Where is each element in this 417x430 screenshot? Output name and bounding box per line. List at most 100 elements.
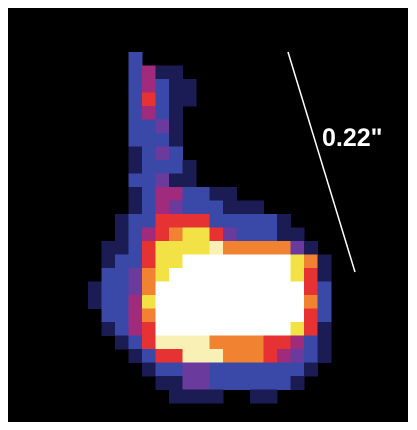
pixel	[169, 363, 183, 377]
pixel	[210, 214, 224, 228]
pixel	[318, 255, 332, 269]
pixel	[169, 336, 183, 350]
pixel	[291, 336, 305, 350]
pixel	[102, 268, 116, 282]
pixel	[250, 336, 264, 350]
pixel	[183, 160, 197, 174]
pixel	[169, 120, 183, 134]
pixel	[102, 282, 116, 296]
pixel	[264, 295, 278, 309]
pixel	[237, 228, 251, 242]
pixel	[169, 147, 183, 161]
pixel	[210, 255, 224, 269]
pixel	[115, 322, 129, 336]
pixel	[169, 390, 183, 404]
pixel	[264, 282, 278, 296]
pixel	[196, 187, 210, 201]
pixel	[129, 160, 143, 174]
pixel	[156, 201, 170, 215]
pixel	[250, 228, 264, 242]
pixel	[156, 282, 170, 296]
pixel	[264, 214, 278, 228]
pixel	[291, 309, 305, 323]
pixel	[223, 349, 237, 363]
pixel	[183, 228, 197, 242]
pixel	[142, 174, 156, 188]
pixel	[277, 349, 291, 363]
pixel	[183, 309, 197, 323]
pixel	[291, 363, 305, 377]
pixel	[183, 390, 197, 404]
pixel	[250, 390, 264, 404]
pixel	[264, 363, 278, 377]
pixel	[277, 295, 291, 309]
pixel	[210, 187, 224, 201]
pixel	[142, 187, 156, 201]
pixel	[156, 228, 170, 242]
pixel	[169, 79, 183, 93]
pixel	[129, 66, 143, 80]
pixel	[156, 376, 170, 390]
pixel	[88, 282, 102, 296]
pixel	[183, 363, 197, 377]
pixel	[196, 309, 210, 323]
pixel	[183, 336, 197, 350]
pixel	[115, 228, 129, 242]
pixel	[210, 228, 224, 242]
pixel	[237, 309, 251, 323]
pixel	[264, 336, 278, 350]
pixel	[183, 174, 197, 188]
pixel	[129, 201, 143, 215]
pixel	[169, 66, 183, 80]
pixel	[196, 268, 210, 282]
pixel	[129, 133, 143, 147]
pixel	[142, 268, 156, 282]
pixel	[196, 282, 210, 296]
pixel	[277, 336, 291, 350]
pixel	[237, 255, 251, 269]
pixel	[129, 282, 143, 296]
pixel	[223, 363, 237, 377]
pixel	[250, 309, 264, 323]
pixel	[210, 295, 224, 309]
pixel	[318, 295, 332, 309]
pixel	[223, 228, 237, 242]
pixel	[183, 93, 197, 107]
pixel	[277, 363, 291, 377]
pixel	[142, 201, 156, 215]
pixel	[196, 228, 210, 242]
pixel	[183, 322, 197, 336]
pixel	[156, 133, 170, 147]
pixel	[183, 376, 197, 390]
pixel	[237, 282, 251, 296]
pixel	[223, 336, 237, 350]
pixel	[264, 255, 278, 269]
pixel	[277, 376, 291, 390]
pixel	[183, 295, 197, 309]
pixel	[304, 349, 318, 363]
pixel	[156, 241, 170, 255]
pixel	[169, 268, 183, 282]
pixel	[237, 363, 251, 377]
pixel	[196, 349, 210, 363]
pixel	[129, 79, 143, 93]
pixel	[169, 241, 183, 255]
pixel	[102, 255, 116, 269]
pixel	[115, 214, 129, 228]
page: 0.22" (() => { const data = JSON.parse(d…	[0, 0, 417, 430]
pixel	[250, 282, 264, 296]
pixel	[129, 174, 143, 188]
pixel	[196, 363, 210, 377]
pixel	[115, 336, 129, 350]
pixel	[129, 268, 143, 282]
pixel	[291, 241, 305, 255]
pixel	[115, 295, 129, 309]
pixel	[183, 201, 197, 215]
pixel	[196, 201, 210, 215]
pixel	[142, 147, 156, 161]
pixel	[237, 376, 251, 390]
pixel	[169, 160, 183, 174]
pixel	[196, 241, 210, 255]
pixel	[169, 133, 183, 147]
pixel	[156, 174, 170, 188]
